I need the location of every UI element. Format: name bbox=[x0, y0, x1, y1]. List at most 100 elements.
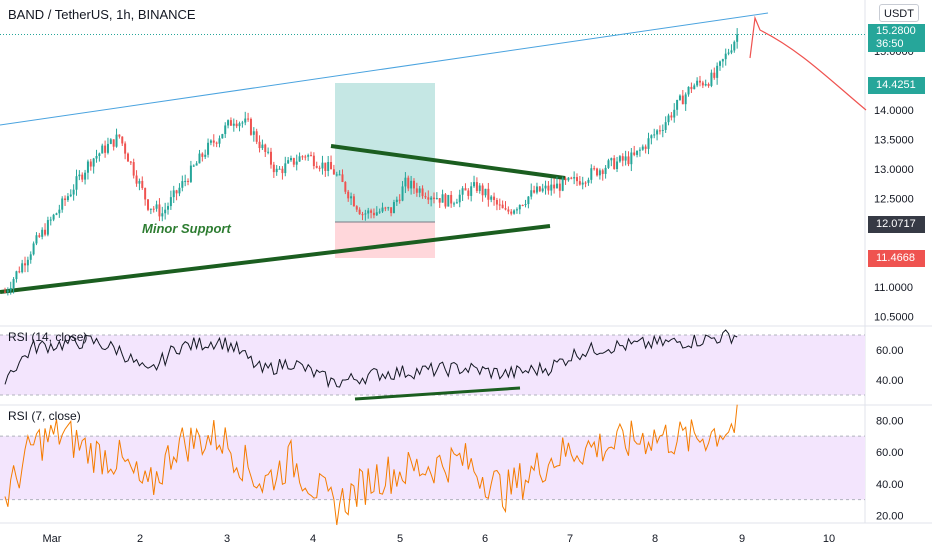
candle bbox=[78, 170, 81, 181]
candle bbox=[224, 122, 227, 138]
candle-body bbox=[576, 177, 578, 182]
candle bbox=[544, 180, 547, 195]
candle-body bbox=[613, 158, 616, 169]
candle-body bbox=[164, 209, 167, 214]
candle bbox=[158, 198, 161, 222]
candle-body bbox=[378, 211, 381, 213]
candle bbox=[684, 92, 687, 111]
candle bbox=[66, 193, 69, 202]
candle bbox=[538, 186, 541, 193]
candle bbox=[341, 169, 344, 183]
candle bbox=[221, 133, 224, 139]
candle bbox=[653, 128, 656, 139]
candle-body bbox=[89, 161, 92, 167]
candle bbox=[690, 82, 693, 93]
price-tick-label: 11.0000 bbox=[874, 282, 913, 294]
candle bbox=[467, 188, 470, 200]
candle bbox=[461, 186, 464, 201]
candle bbox=[392, 199, 395, 214]
candle bbox=[361, 211, 364, 221]
candle bbox=[241, 120, 244, 128]
candle-body bbox=[493, 196, 496, 200]
rsi-14-tick-label: 40.00 bbox=[876, 375, 904, 387]
candle-body bbox=[372, 212, 375, 216]
candle-body bbox=[358, 209, 361, 215]
candle bbox=[598, 168, 601, 180]
candle bbox=[513, 209, 516, 215]
candle bbox=[418, 186, 421, 198]
candle-body bbox=[284, 163, 287, 174]
candle bbox=[550, 178, 553, 196]
candle bbox=[656, 129, 659, 141]
candle bbox=[644, 144, 647, 154]
candle-body bbox=[730, 50, 733, 53]
candle bbox=[573, 171, 576, 185]
currency-button[interactable]: USDT bbox=[879, 4, 919, 22]
candle-body bbox=[375, 212, 378, 216]
candle bbox=[278, 166, 281, 170]
candle bbox=[604, 165, 607, 179]
candle bbox=[46, 216, 49, 237]
rsi-14-band bbox=[0, 335, 865, 395]
candle-body bbox=[249, 118, 252, 135]
candle-body bbox=[227, 120, 230, 126]
candle bbox=[387, 206, 390, 211]
candle-body bbox=[464, 188, 467, 191]
candle bbox=[324, 162, 327, 177]
candle bbox=[650, 134, 653, 145]
candle bbox=[21, 259, 24, 274]
candle-body bbox=[275, 168, 278, 173]
candle bbox=[398, 194, 401, 204]
candle bbox=[447, 194, 450, 207]
candle bbox=[49, 216, 52, 226]
candle-body bbox=[155, 204, 158, 209]
candle-body bbox=[544, 185, 547, 189]
candle-body bbox=[49, 219, 52, 221]
rsi-7-tick-label: 20.00 bbox=[876, 511, 904, 523]
candle bbox=[533, 185, 536, 194]
candle-body bbox=[355, 206, 358, 210]
candle bbox=[441, 189, 444, 203]
candle-body bbox=[515, 209, 518, 211]
channel-line bbox=[0, 12, 769, 126]
candle bbox=[724, 48, 727, 66]
candle bbox=[126, 152, 129, 162]
candle-body bbox=[513, 210, 516, 214]
candle bbox=[412, 178, 415, 195]
candle-body bbox=[510, 211, 513, 214]
candle-body bbox=[704, 84, 707, 86]
candle bbox=[590, 164, 593, 184]
candle-body bbox=[504, 208, 507, 210]
candle bbox=[736, 28, 739, 49]
candle bbox=[667, 113, 670, 126]
candle bbox=[693, 83, 696, 90]
candle bbox=[524, 199, 527, 208]
candle bbox=[84, 169, 87, 185]
candle bbox=[327, 155, 330, 177]
candle-body bbox=[172, 190, 175, 198]
candle bbox=[72, 184, 75, 201]
candle-body bbox=[570, 177, 573, 179]
candle-body bbox=[727, 52, 730, 54]
candle bbox=[378, 208, 381, 214]
candle-body bbox=[58, 209, 61, 214]
candle-body bbox=[478, 185, 481, 191]
candle-body bbox=[81, 174, 84, 180]
candle-body bbox=[392, 202, 395, 214]
candle bbox=[464, 183, 467, 191]
candle bbox=[410, 175, 413, 195]
candle bbox=[287, 157, 290, 164]
candle-body bbox=[269, 151, 272, 165]
candle-body bbox=[92, 158, 95, 167]
candle bbox=[12, 277, 15, 294]
candle bbox=[4, 287, 6, 293]
candle bbox=[255, 128, 258, 145]
candle-body bbox=[330, 161, 333, 170]
candle bbox=[490, 195, 493, 203]
candle-body bbox=[713, 72, 716, 78]
candle bbox=[475, 177, 478, 194]
candle bbox=[32, 241, 35, 256]
candle-body bbox=[95, 155, 98, 159]
candle-body bbox=[690, 86, 693, 90]
